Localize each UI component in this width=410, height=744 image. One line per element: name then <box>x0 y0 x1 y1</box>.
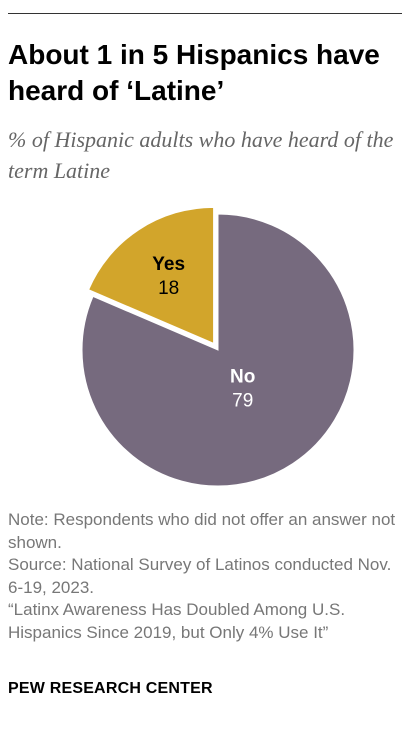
footer-note: Note: Respondents who did not offer an a… <box>8 510 396 552</box>
pie-slice-yes <box>87 206 215 345</box>
chart-subtitle: % of Hispanic adults who have heard of t… <box>8 127 394 183</box>
footer-report: “Latinx Awareness Has Doubled Among U.S.… <box>8 600 346 642</box>
pie-value-yes: 18 <box>158 278 179 299</box>
brand-logo-text: PEW RESEARCH CENTER <box>8 680 213 697</box>
pie-chart-svg: Yes 18 No 79 <box>81 206 355 487</box>
pie-chart: Yes 18 No 79 <box>0 200 410 500</box>
chart-footer: Note: Respondents who did not offer an a… <box>8 509 404 644</box>
pie-value-no: 79 <box>232 390 253 411</box>
chart-title: About 1 in 5 Hispanics have heard of ‘La… <box>8 39 380 106</box>
pie-slice-no <box>81 213 355 487</box>
footer-source: Source: National Survey of Latinos condu… <box>8 555 392 597</box>
pie-label-no: No <box>230 366 255 387</box>
pie-label-yes: Yes <box>152 254 185 275</box>
top-rule <box>8 13 402 14</box>
